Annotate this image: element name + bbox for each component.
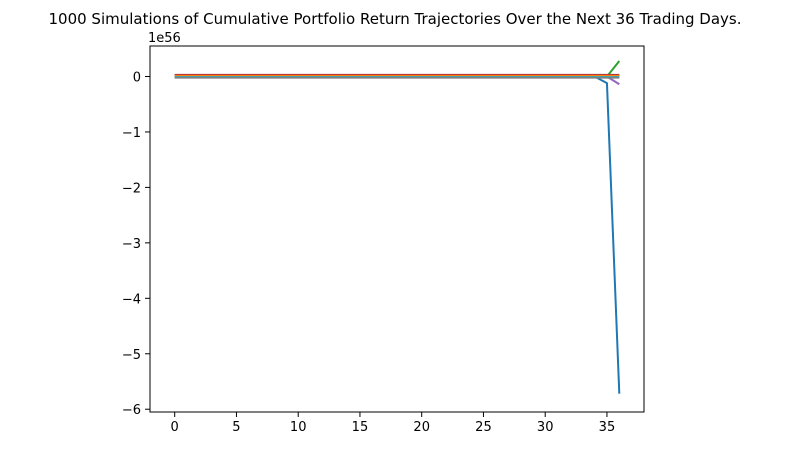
y-tick-label: 0 bbox=[133, 71, 141, 86]
chart-title: 1000 Simulations of Cumulative Portfolio… bbox=[48, 10, 741, 28]
y-tick-label: −3 bbox=[122, 237, 141, 252]
series-layer bbox=[174, 60, 621, 394]
x-tick-label: 25 bbox=[475, 420, 492, 435]
y-tick-label: −1 bbox=[122, 126, 141, 141]
y-offset-label: 1e56 bbox=[148, 31, 181, 46]
x-tick-label: 20 bbox=[413, 420, 430, 435]
x-tick-label: 5 bbox=[232, 420, 240, 435]
x-tick-label: 0 bbox=[171, 420, 179, 435]
x-tick-label: 15 bbox=[352, 420, 369, 435]
y-tick-label: −4 bbox=[122, 292, 141, 307]
y-tick-label: −6 bbox=[122, 403, 141, 418]
x-tick-label: 30 bbox=[537, 420, 554, 435]
y-tick-label: −2 bbox=[122, 181, 141, 196]
x-tick-label: 10 bbox=[290, 420, 307, 435]
axes-layer: 0 5 10 15 20 25 30 35 0 −1 −2 −3 −4 −5 −6 bbox=[122, 45, 645, 435]
x-tick-label: 35 bbox=[599, 420, 616, 435]
plot-frame bbox=[149, 45, 645, 413]
series-line-0 bbox=[174, 75, 621, 394]
y-tick-label: −5 bbox=[122, 348, 141, 363]
